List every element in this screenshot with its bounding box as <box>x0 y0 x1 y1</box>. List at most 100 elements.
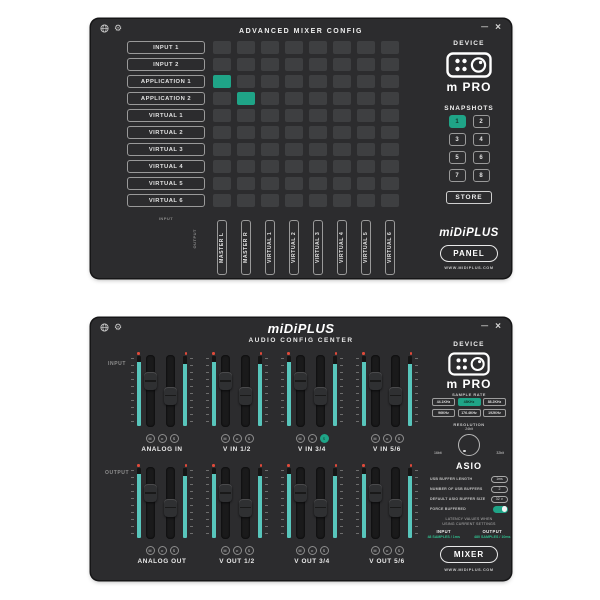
matrix-cell-r5-c5[interactable] <box>333 126 351 139</box>
matrix-cell-r6-c4[interactable] <box>309 143 327 156</box>
matrix-cell-r1-c5[interactable] <box>333 58 351 71</box>
matrix-cell-r8-c1[interactable] <box>237 177 255 190</box>
snapshot-button-7[interactable]: 7 <box>448 169 466 182</box>
mute-button[interactable]: M <box>220 434 230 443</box>
matrix-cell-r1-c0[interactable] <box>213 58 231 71</box>
link-button[interactable]: ∞ <box>157 546 167 555</box>
matrix-cell-r6-c2[interactable] <box>261 143 279 156</box>
input-button-application-1[interactable]: APPLICATION 1 <box>127 75 205 88</box>
fader-knob[interactable] <box>314 386 327 405</box>
matrix-cell-r0-c7[interactable] <box>381 41 399 54</box>
matrix-cell-r9-c5[interactable] <box>333 194 351 207</box>
output-label-virtual-6[interactable]: VIRTUAL 6 <box>385 220 395 275</box>
fader-knob[interactable] <box>294 484 307 503</box>
fader-knob[interactable] <box>164 498 177 517</box>
gear-icon[interactable]: ⚙ <box>114 322 123 332</box>
matrix-cell-r6-c1[interactable] <box>237 143 255 156</box>
link-button[interactable]: ∞ <box>232 546 242 555</box>
matrix-cell-r2-c4[interactable] <box>309 75 327 88</box>
matrix-cell-r6-c5[interactable] <box>333 143 351 156</box>
output-label-virtual-2[interactable]: VIRTUAL 2 <box>289 220 299 275</box>
matrix-cell-r5-c7[interactable] <box>381 126 399 139</box>
fader-knob[interactable] <box>369 484 382 503</box>
input-button-input-1[interactable]: INPUT 1 <box>127 41 205 54</box>
sample-rate-192khz[interactable]: 192KHz <box>483 408 506 417</box>
matrix-cell-r8-c7[interactable] <box>381 177 399 190</box>
solo-button[interactable]: S <box>169 546 179 555</box>
sample-rate-96khz[interactable]: 96KHz <box>432 408 455 417</box>
matrix-cell-r7-c6[interactable] <box>357 160 375 173</box>
snapshot-button-8[interactable]: 8 <box>472 169 490 182</box>
link-button[interactable]: ∞ <box>307 434 317 443</box>
output-label-master-l[interactable]: MASTER L <box>217 220 227 275</box>
output-label-virtual-5[interactable]: VIRTUAL 5 <box>361 220 371 275</box>
fader-knob[interactable] <box>389 498 402 517</box>
matrix-cell-r5-c3[interactable] <box>285 126 303 139</box>
matrix-cell-r9-c6[interactable] <box>357 194 375 207</box>
matrix-cell-r4-c6[interactable] <box>357 109 375 122</box>
matrix-cell-r3-c2[interactable] <box>261 92 279 105</box>
snapshot-button-6[interactable]: 6 <box>472 151 490 164</box>
mute-button[interactable]: M <box>370 434 380 443</box>
matrix-cell-r5-c0[interactable] <box>213 126 231 139</box>
matrix-cell-r6-c0[interactable] <box>213 143 231 156</box>
matrix-cell-r1-c4[interactable] <box>309 58 327 71</box>
matrix-cell-r1-c6[interactable] <box>357 58 375 71</box>
input-button-input-2[interactable]: INPUT 2 <box>127 58 205 71</box>
matrix-cell-r7-c4[interactable] <box>309 160 327 173</box>
fader-knob[interactable] <box>369 372 382 391</box>
matrix-cell-r0-c4[interactable] <box>309 41 327 54</box>
fader-knob[interactable] <box>389 386 402 405</box>
matrix-cell-r0-c3[interactable] <box>285 41 303 54</box>
matrix-cell-r2-c7[interactable] <box>381 75 399 88</box>
matrix-cell-r7-c7[interactable] <box>381 160 399 173</box>
matrix-cell-r0-c1[interactable] <box>237 41 255 54</box>
input-button-virtual-1[interactable]: VIRTUAL 1 <box>127 109 205 122</box>
matrix-cell-r7-c3[interactable] <box>285 160 303 173</box>
close-button[interactable]: × <box>495 22 501 33</box>
matrix-cell-r2-c3[interactable] <box>285 75 303 88</box>
solo-button[interactable]: S <box>394 546 404 555</box>
mute-button[interactable]: M <box>220 546 230 555</box>
matrix-cell-r2-c5[interactable] <box>333 75 351 88</box>
gear-icon[interactable]: ⚙ <box>114 23 123 33</box>
matrix-cell-r7-c1[interactable] <box>237 160 255 173</box>
matrix-cell-r1-c7[interactable] <box>381 58 399 71</box>
usb-buffer-length-value[interactable]: 1ms <box>491 475 508 483</box>
sample-rate-88-2khz[interactable]: 88.2KHz <box>483 398 506 406</box>
solo-button[interactable]: S <box>244 546 254 555</box>
sample-rate-44-1khz[interactable]: 44.1KHz <box>432 398 455 406</box>
matrix-cell-r4-c3[interactable] <box>285 109 303 122</box>
link-button[interactable]: ∞ <box>232 434 242 443</box>
matrix-cell-r0-c0[interactable] <box>213 41 231 54</box>
fader-knob[interactable] <box>219 372 232 391</box>
matrix-cell-r4-c0[interactable] <box>213 109 231 122</box>
matrix-cell-r6-c7[interactable] <box>381 143 399 156</box>
close-button[interactable]: × <box>495 321 501 332</box>
input-button-virtual-2[interactable]: VIRTUAL 2 <box>127 126 205 139</box>
mute-button[interactable]: M <box>145 546 155 555</box>
matrix-cell-r4-c4[interactable] <box>309 109 327 122</box>
input-button-virtual-3[interactable]: VIRTUAL 3 <box>127 143 205 156</box>
input-button-virtual-6[interactable]: VIRTUAL 6 <box>127 194 205 207</box>
minimize-button[interactable]: — <box>481 323 489 330</box>
matrix-cell-r9-c4[interactable] <box>309 194 327 207</box>
matrix-cell-r5-c4[interactable] <box>309 126 327 139</box>
matrix-cell-r0-c6[interactable] <box>357 41 375 54</box>
matrix-cell-r8-c4[interactable] <box>309 177 327 190</box>
mixer-button[interactable]: MIXER <box>440 546 498 563</box>
link-button[interactable]: ∞ <box>382 434 392 443</box>
matrix-cell-r3-c1[interactable] <box>237 92 255 105</box>
output-label-master-r[interactable]: MASTER R <box>241 220 251 275</box>
matrix-cell-r2-c6[interactable] <box>357 75 375 88</box>
matrix-cell-r9-c2[interactable] <box>261 194 279 207</box>
output-label-virtual-4[interactable]: VIRTUAL 4 <box>337 220 347 275</box>
matrix-cell-r9-c7[interactable] <box>381 194 399 207</box>
matrix-cell-r8-c0[interactable] <box>213 177 231 190</box>
matrix-cell-r7-c0[interactable] <box>213 160 231 173</box>
matrix-cell-r2-c2[interactable] <box>261 75 279 88</box>
matrix-cell-r6-c3[interactable] <box>285 143 303 156</box>
globe-icon[interactable] <box>100 323 109 332</box>
matrix-cell-r4-c5[interactable] <box>333 109 351 122</box>
output-label-virtual-3[interactable]: VIRTUAL 3 <box>313 220 323 275</box>
